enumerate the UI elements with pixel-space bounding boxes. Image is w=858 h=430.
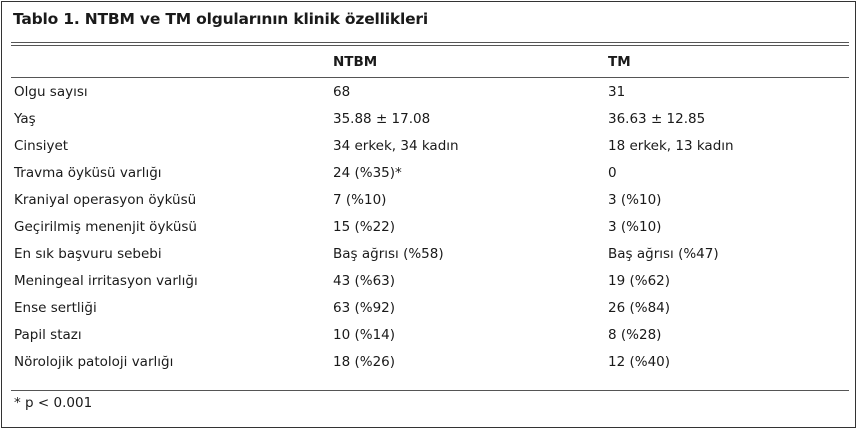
row-label: Papil stazı bbox=[14, 327, 82, 343]
footnote: * p < 0.001 bbox=[14, 395, 93, 411]
table-row: Ense sertliği 63 (%92) 26 (%84) bbox=[0, 300, 858, 320]
table-row: Meningeal irritasyon varlığı 43 (%63) 19 (… bbox=[0, 273, 858, 293]
table-row: Kraniyal operasyon öyküsü 7 (%10) 3 (%10) bbox=[0, 192, 858, 212]
cell-value: 43 (%63) bbox=[333, 273, 396, 289]
table-title: Tablo 1. NTBM ve TM olgularının klinik ö… bbox=[13, 10, 428, 28]
row-label: Kraniyal operasyon öyküsü bbox=[14, 192, 197, 208]
cell-value: 10 (%14) bbox=[333, 327, 396, 343]
divider bbox=[11, 42, 849, 43]
cell-value: 0 bbox=[608, 165, 617, 181]
header-row: NTBM TM bbox=[0, 54, 858, 74]
cell-value: Baş ağrısı (%47) bbox=[608, 246, 719, 262]
cell-value: 15 (%22) bbox=[333, 219, 396, 235]
cell-value: 63 (%92) bbox=[333, 300, 396, 316]
cell-value: 18 (%26) bbox=[333, 354, 396, 370]
cell-value: Baş ağrısı (%58) bbox=[333, 246, 444, 262]
divider bbox=[11, 77, 849, 78]
row-label: Nörolojik patoloji varlığı bbox=[14, 354, 174, 370]
column-header-tm: TM bbox=[608, 54, 631, 70]
cell-value: 3 (%10) bbox=[608, 219, 662, 235]
table-row: En sık başvuru sebebi Baş ağrısı (%58) Baş… bbox=[0, 246, 858, 266]
table-row: Olgu sayısı 68 31 bbox=[0, 84, 858, 104]
table-row: Geçirilmiş menenjit öyküsü 15 (%22) 3 (%10… bbox=[0, 219, 858, 239]
divider bbox=[11, 45, 849, 46]
table-row: Cinsiyet 34 erkek, 34 kadın 18 erkek, 13 k… bbox=[0, 138, 858, 158]
cell-value: 19 (%62) bbox=[608, 273, 671, 289]
row-label: Cinsiyet bbox=[14, 138, 69, 154]
cell-value: 26 (%84) bbox=[608, 300, 671, 316]
table-row: Travma öyküsü varlığı 24 (%35)* 0 bbox=[0, 165, 858, 185]
cell-value: 34 erkek, 34 kadın bbox=[333, 138, 459, 154]
table-row: Yaş 35.88 ± 17.08 36.63 ± 12.85 bbox=[0, 111, 858, 131]
cell-value: 12 (%40) bbox=[608, 354, 671, 370]
cell-value: 7 (%10) bbox=[333, 192, 387, 208]
row-label: Geçirilmiş menenjit öyküsü bbox=[14, 219, 197, 235]
row-label: Olgu sayısı bbox=[14, 84, 88, 100]
row-label: Travma öyküsü varlığı bbox=[14, 165, 162, 181]
row-label: Meningeal irritasyon varlığı bbox=[14, 273, 198, 289]
cell-value: 18 erkek, 13 kadın bbox=[608, 138, 734, 154]
row-label: Yaş bbox=[14, 111, 36, 127]
table-row: Nörolojik patoloji varlığı 18 (%26) 12 (%4… bbox=[0, 354, 858, 374]
table-row: Papil stazı 10 (%14) 8 (%28) bbox=[0, 327, 858, 347]
cell-value: 68 bbox=[333, 84, 351, 100]
cell-value: 3 (%10) bbox=[608, 192, 662, 208]
cell-value: 36.63 ± 12.85 bbox=[608, 111, 706, 127]
cell-value: 31 bbox=[608, 84, 626, 100]
divider bbox=[11, 390, 849, 391]
cell-value: 35.88 ± 17.08 bbox=[333, 111, 431, 127]
cell-value: 24 (%35)* bbox=[333, 165, 402, 181]
row-label: Ense sertliği bbox=[14, 300, 97, 316]
cell-value: 8 (%28) bbox=[608, 327, 662, 343]
column-header-ntbm: NTBM bbox=[333, 54, 378, 70]
row-label: En sık başvuru sebebi bbox=[14, 246, 162, 262]
